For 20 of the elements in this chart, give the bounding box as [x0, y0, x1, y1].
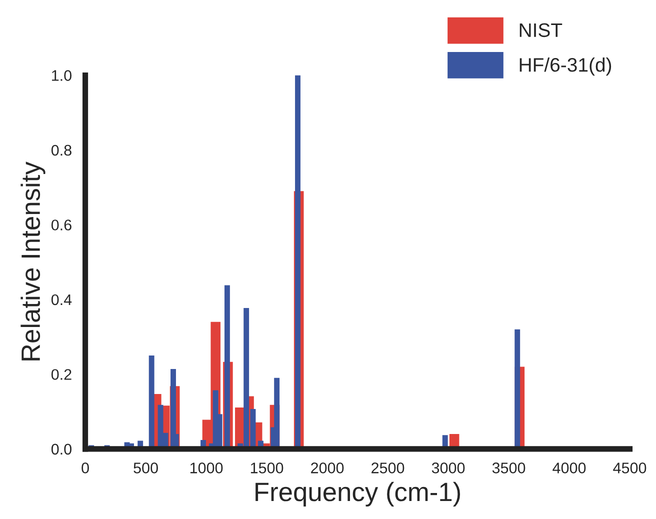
y-tick-label: 0.4 — [51, 294, 72, 306]
y-tick-label: 0.2 — [51, 369, 72, 380]
x-tick-label: 1500 — [250, 462, 284, 474]
x-axis-title: Frequency (cm-1) — [256, 482, 460, 507]
x-tick-label: 3000 — [432, 462, 465, 474]
y-tick-label: 0.0 — [51, 444, 72, 455]
x-tick-label: 500 — [134, 462, 158, 474]
x-tick-label: 4500 — [613, 462, 646, 474]
x-tick-label: 4000 — [552, 462, 586, 474]
legend-label: NIST — [520, 23, 562, 38]
x-tick-label: 0 — [82, 462, 89, 474]
legend-label: HF/6-31(d) — [520, 57, 612, 76]
x-tick-label: 3500 — [492, 462, 526, 474]
y-tick-label: 1.0 — [52, 70, 72, 81]
y-tick-label: 0.8 — [51, 144, 72, 156]
x-tick-label: 1000 — [190, 462, 223, 474]
y-axis-title: Relative Intensity — [20, 162, 46, 360]
x-tick-label: 2500 — [372, 462, 404, 474]
y-tick-label: 0.6 — [51, 220, 72, 230]
x-tick-label: 2000 — [311, 462, 344, 474]
